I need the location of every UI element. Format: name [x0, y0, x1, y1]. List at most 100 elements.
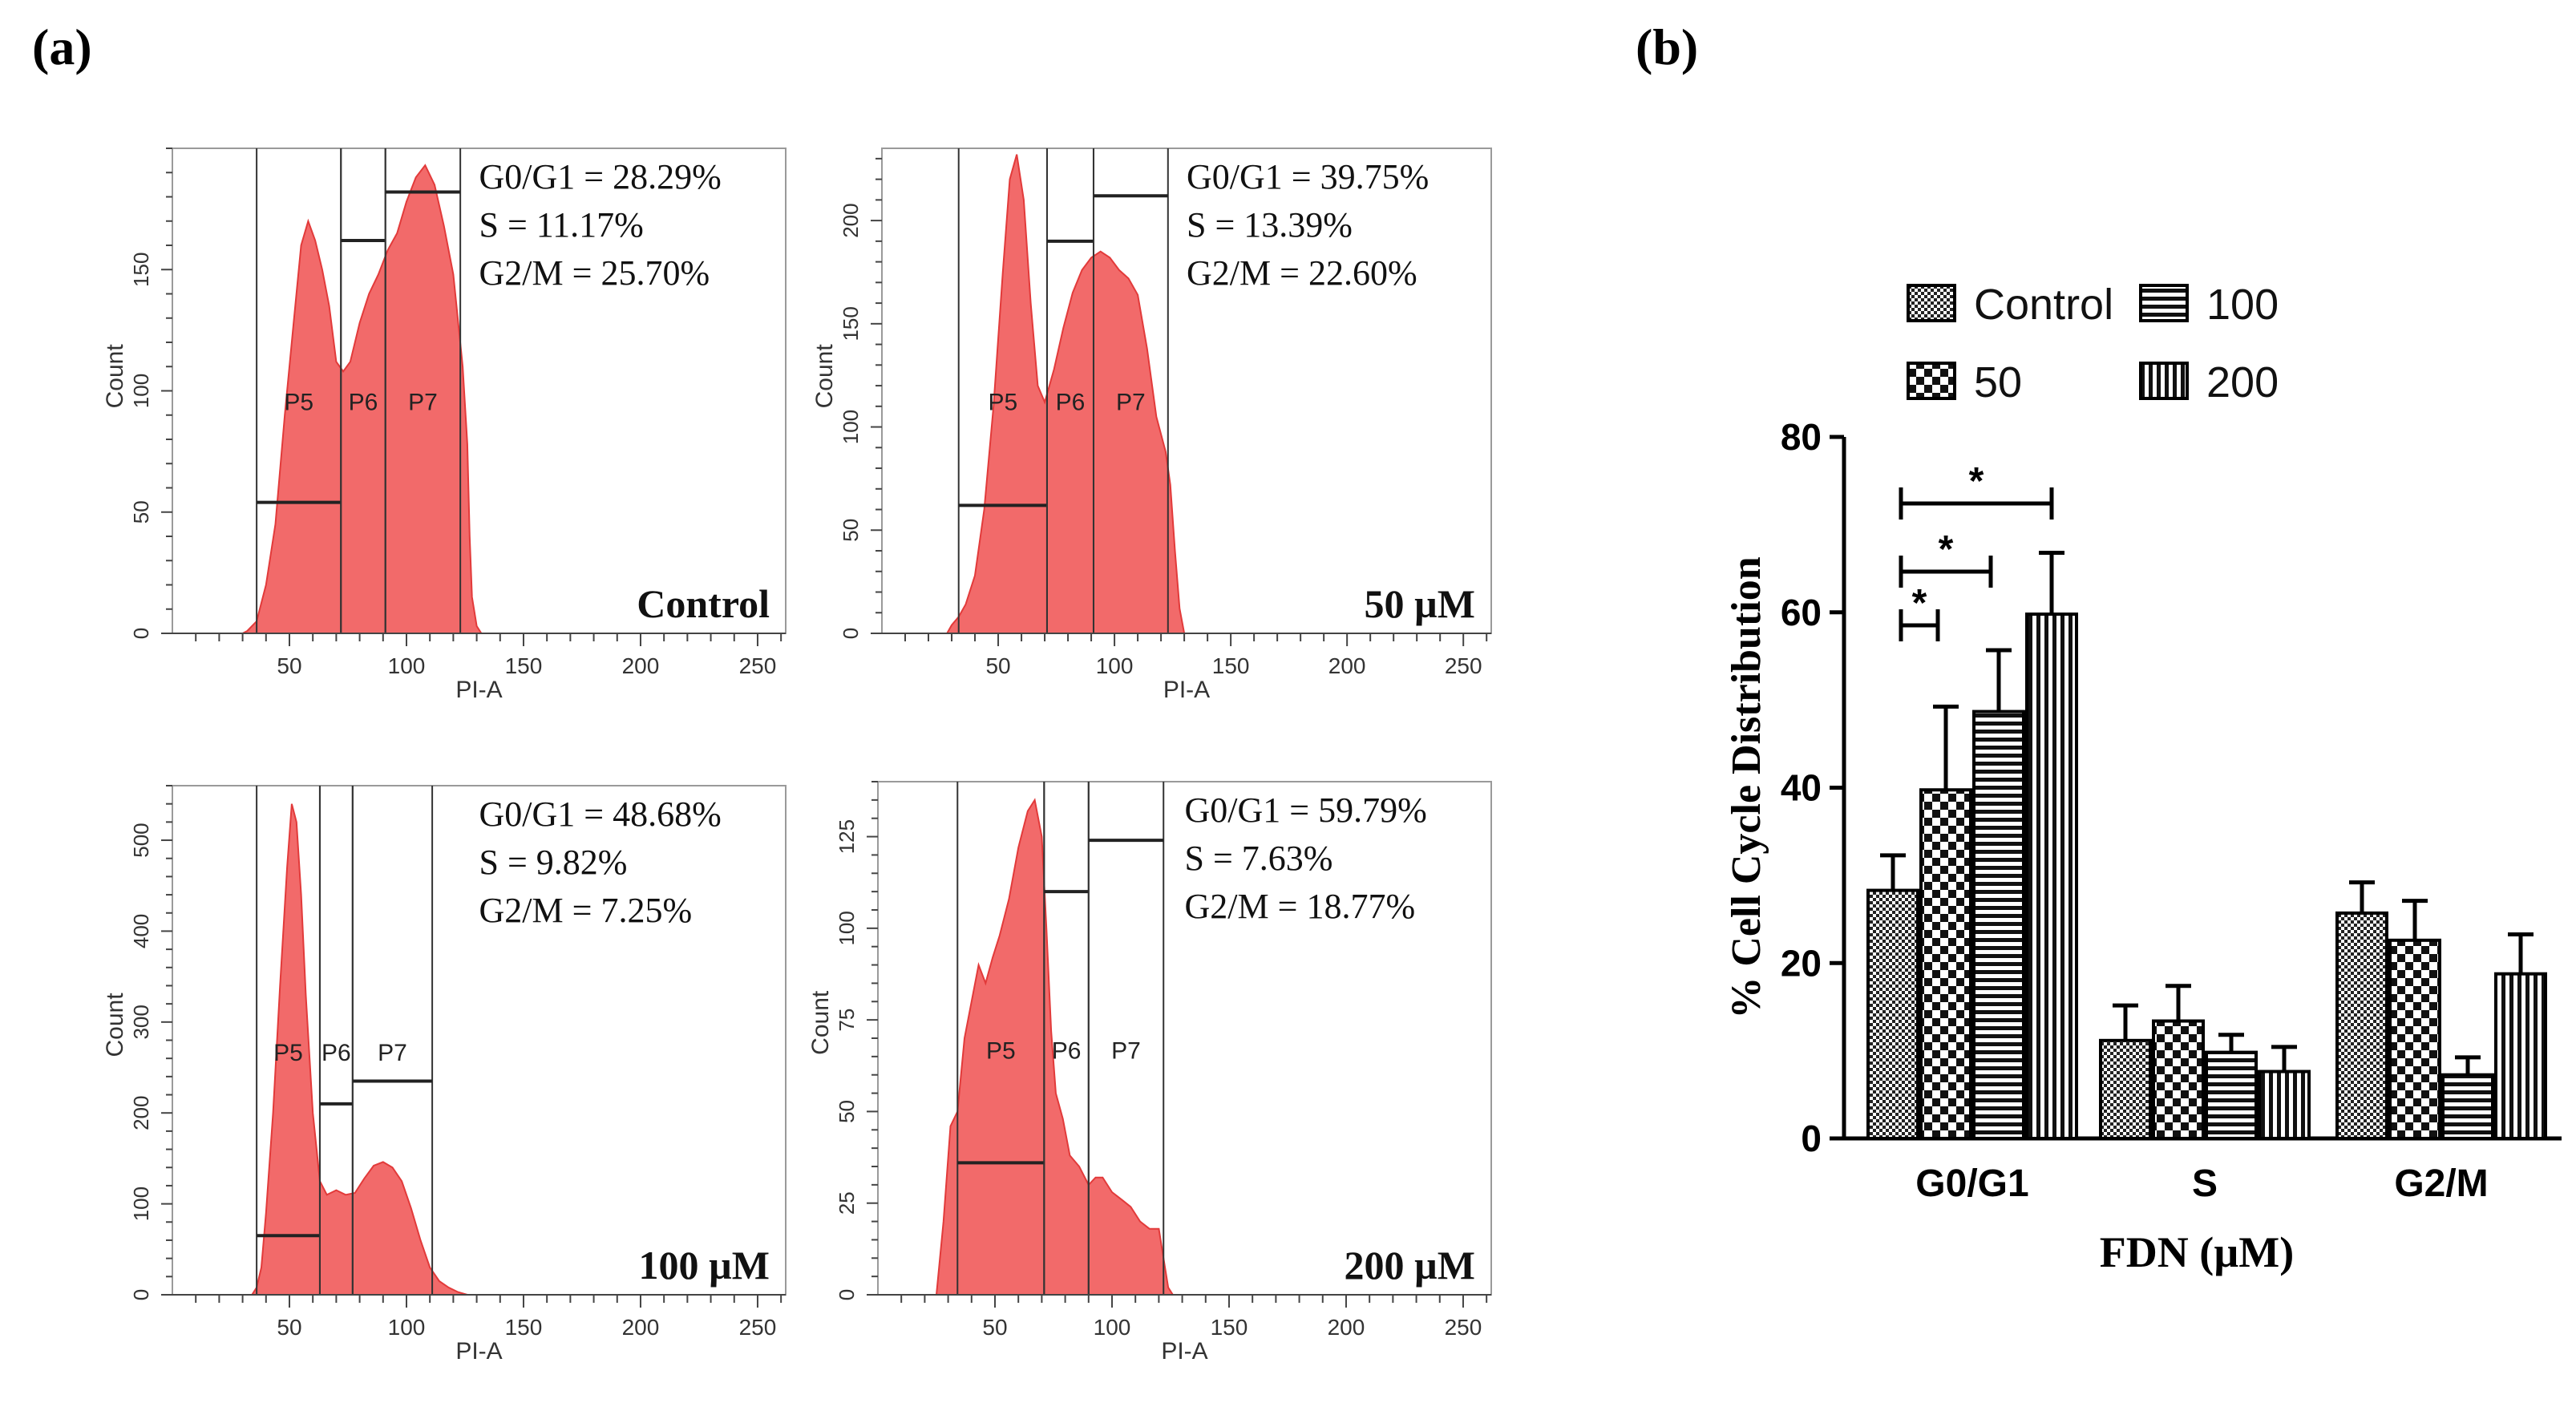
bar-y-tick-label: 60: [1781, 592, 1822, 633]
x-tick-label: 150: [505, 653, 543, 678]
y-tick-label: 500: [129, 823, 153, 857]
y-tick-label: 75: [835, 1009, 859, 1032]
gate-label: P6: [321, 1040, 351, 1066]
legend-label: 100: [2206, 281, 2279, 329]
phase-percentage: G0/G1 = 28.29%: [479, 157, 722, 196]
bar: [2335, 911, 2388, 1140]
gate-label: P7: [1116, 390, 1146, 416]
bar: [2441, 1073, 2494, 1140]
bar-x-tick-label: G0/G1: [1915, 1162, 2028, 1205]
x-tick-label: 50: [277, 1315, 301, 1340]
histogram-fill: [935, 798, 1175, 1296]
x-tick-label: 100: [388, 1315, 426, 1340]
y-tick-label: 50: [835, 1100, 859, 1123]
bar: [1972, 710, 2025, 1140]
panel-label-a: (a): [32, 18, 92, 75]
phase-percentage: G2/M = 22.60%: [1187, 253, 1417, 293]
bar: [2205, 1050, 2258, 1140]
histogram-fill: [251, 803, 468, 1296]
y-tick-label: 0: [129, 1289, 153, 1300]
bar-y-tick-label: 80: [1781, 416, 1822, 458]
gate-label: P5: [284, 390, 313, 416]
bar-y-tick-label: 40: [1781, 767, 1822, 809]
phase-percentage: S = 7.63%: [1185, 839, 1333, 878]
x-axis-label: PI-A: [455, 1338, 502, 1365]
y-tick-label: 400: [129, 914, 153, 948]
x-tick-label: 100: [1094, 1315, 1131, 1340]
bar: [2258, 1069, 2311, 1140]
y-tick-label: 150: [839, 306, 863, 341]
bar: [2388, 938, 2441, 1140]
y-tick-label: 100: [129, 1187, 153, 1221]
bar: [2152, 1019, 2205, 1140]
legend-swatch: [1907, 284, 1956, 322]
y-axis-label: Count: [102, 993, 128, 1057]
histogram-panel: P5 P6 P7 50 100 150 200 250 PI-A 0 100 200 300 400 500…: [102, 785, 787, 1365]
phase-percentage: S = 9.82%: [479, 843, 628, 882]
y-tick-label: 25: [835, 1191, 859, 1215]
y-tick-label: 100: [839, 410, 863, 444]
phase-percentage: G2/M = 25.70%: [479, 253, 710, 293]
bar: [1866, 888, 1919, 1140]
panel-label-b: (b): [1636, 18, 1698, 75]
x-tick-label: 50: [985, 653, 1010, 678]
x-axis-label: PI-A: [455, 677, 502, 703]
phase-percentage: S = 11.17%: [479, 205, 644, 245]
phase-percentage: G0/G1 = 39.75%: [1187, 157, 1429, 196]
y-tick-label: 50: [129, 500, 153, 524]
legend-label: 50: [1974, 358, 2022, 406]
y-tick-label: 50: [839, 519, 863, 542]
gate-label: P6: [1052, 1038, 1082, 1065]
x-tick-label: 200: [622, 653, 660, 678]
phase-percentage: G0/G1 = 48.68%: [479, 794, 722, 834]
gate-label: P6: [349, 390, 378, 416]
x-tick-label: 250: [1445, 1315, 1482, 1340]
x-tick-label: 200: [622, 1315, 660, 1340]
histogram-panel: P5 P6 P7 50 100 150 200 250 PI-A 0 25 50 75 100 125 Cou…: [807, 781, 1492, 1365]
x-tick-label: 100: [388, 653, 426, 678]
y-axis-label: Count: [102, 344, 128, 409]
legend-label: 200: [2206, 358, 2279, 406]
legend-swatch: [2139, 284, 2189, 322]
x-tick-label: 100: [1096, 653, 1134, 678]
x-tick-label: 200: [1328, 1315, 1365, 1340]
x-axis-label: PI-A: [1161, 1338, 1207, 1365]
y-axis-label: Count: [811, 344, 838, 409]
y-tick-label: 200: [839, 203, 863, 237]
condition-label: Control: [637, 581, 770, 626]
bar-x-tick-label: G2/M: [2394, 1162, 2488, 1205]
bar-x-axis-label: FDN (µM): [2100, 1228, 2295, 1276]
histogram-fill: [945, 154, 1186, 634]
histogram-fill: [242, 164, 483, 634]
gate-label: P7: [408, 390, 438, 416]
bar: [2099, 1038, 2152, 1140]
bar-y-axis-label: % Cell Cycle Distribution: [1724, 556, 1769, 1018]
phase-percentage: S = 13.39%: [1187, 205, 1353, 245]
legend-swatch: [2139, 362, 2189, 400]
condition-label: 200 µM: [1344, 1243, 1475, 1288]
x-tick-label: 150: [505, 1315, 543, 1340]
x-tick-label: 250: [1445, 653, 1482, 678]
significance-star: *: [1939, 528, 1954, 571]
phase-percentage: G2/M = 18.77%: [1185, 887, 1416, 926]
y-tick-label: 100: [835, 911, 859, 945]
x-tick-label: 150: [1211, 1315, 1248, 1340]
bar-x-tick-label: S: [2192, 1162, 2218, 1205]
bar: [1919, 788, 1972, 1140]
x-tick-label: 150: [1212, 653, 1250, 678]
gate-label: P7: [378, 1040, 407, 1066]
x-tick-label: 200: [1328, 653, 1366, 678]
legend-swatch: [1907, 362, 1956, 400]
significance-star: *: [1969, 460, 1984, 503]
condition-label: 100 µM: [638, 1243, 770, 1288]
bar: [2025, 613, 2078, 1140]
bar-y-tick-label: 0: [1801, 1118, 1822, 1159]
x-tick-label: 250: [739, 1315, 777, 1340]
bar-y-tick-label: 20: [1781, 942, 1822, 984]
bar: [2494, 972, 2547, 1140]
gate-label: P5: [986, 1038, 1016, 1065]
gate-label: P5: [273, 1040, 303, 1066]
y-tick-label: 100: [129, 374, 153, 408]
